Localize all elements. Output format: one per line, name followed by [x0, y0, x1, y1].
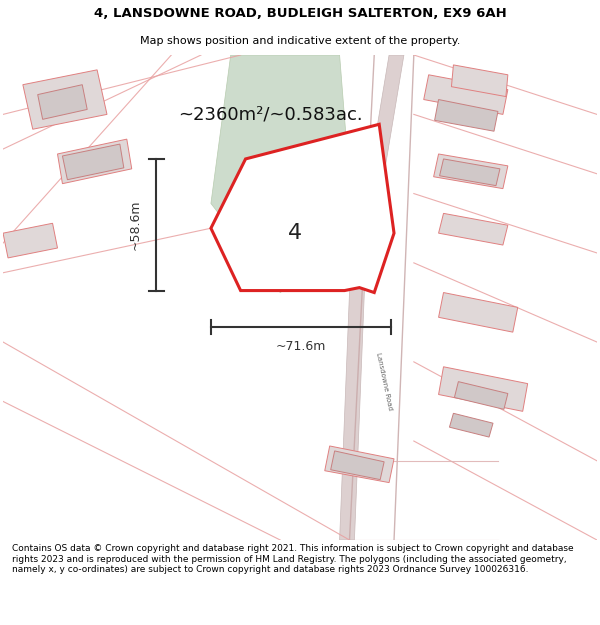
Text: Map shows position and indicative extent of the property.: Map shows position and indicative extent…: [140, 36, 460, 46]
Text: ~58.6m: ~58.6m: [128, 199, 141, 250]
Polygon shape: [454, 382, 508, 409]
Polygon shape: [440, 159, 500, 186]
Polygon shape: [434, 99, 498, 131]
Polygon shape: [325, 446, 394, 483]
Polygon shape: [434, 154, 508, 189]
Polygon shape: [23, 70, 107, 129]
Polygon shape: [439, 213, 508, 245]
Text: 4: 4: [288, 223, 302, 243]
Text: Contains OS data © Crown copyright and database right 2021. This information is : Contains OS data © Crown copyright and d…: [12, 544, 574, 574]
Polygon shape: [331, 451, 384, 479]
Polygon shape: [38, 85, 87, 119]
Text: ~2360m²/~0.583ac.: ~2360m²/~0.583ac.: [178, 106, 362, 123]
Polygon shape: [439, 367, 527, 411]
Polygon shape: [211, 124, 394, 292]
Polygon shape: [451, 65, 508, 97]
Polygon shape: [211, 55, 355, 292]
Polygon shape: [439, 292, 518, 332]
Polygon shape: [278, 159, 355, 238]
Polygon shape: [424, 75, 508, 114]
Text: ~71.6m: ~71.6m: [276, 341, 326, 354]
Text: Lansdowne Road: Lansdowne Road: [375, 352, 393, 411]
Polygon shape: [62, 144, 124, 180]
Polygon shape: [449, 413, 493, 437]
Polygon shape: [340, 55, 404, 540]
Polygon shape: [58, 139, 132, 184]
Polygon shape: [3, 223, 58, 258]
Text: 4, LANSDOWNE ROAD, BUDLEIGH SALTERTON, EX9 6AH: 4, LANSDOWNE ROAD, BUDLEIGH SALTERTON, E…: [94, 8, 506, 20]
